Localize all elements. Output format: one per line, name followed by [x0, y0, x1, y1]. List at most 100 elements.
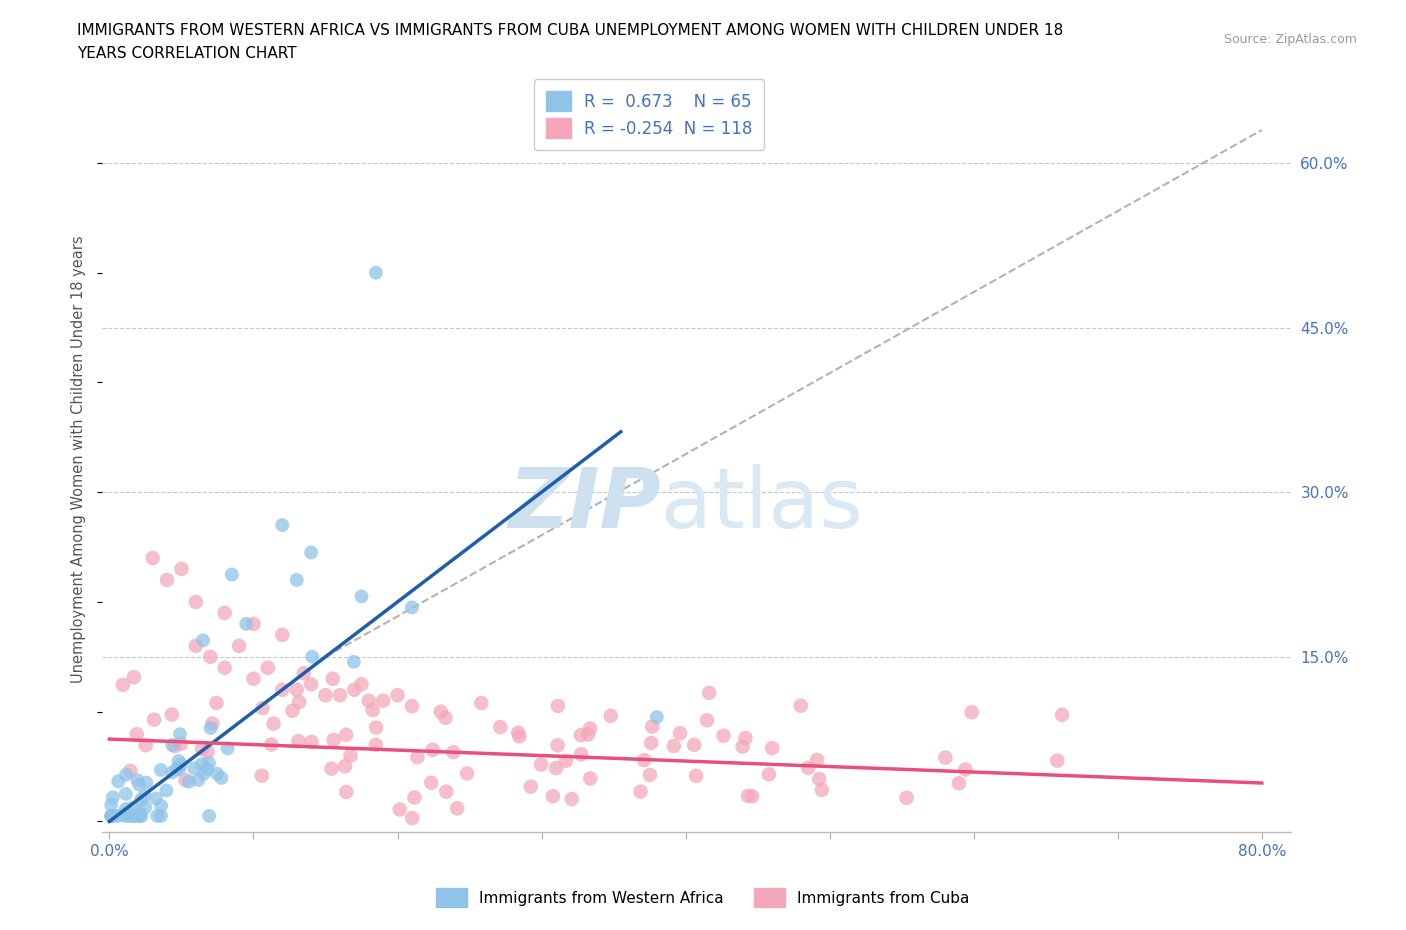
- Point: [638, 767, 661, 782]
- Point: [489, 720, 512, 735]
- Point: [713, 728, 735, 743]
- Point: [541, 789, 564, 804]
- Point: [429, 704, 451, 719]
- Point: [122, 808, 145, 823]
- Point: [184, 594, 207, 609]
- Point: [506, 725, 529, 740]
- Text: ZIP: ZIP: [508, 463, 661, 545]
- Point: [446, 801, 468, 816]
- Point: [195, 762, 218, 777]
- Point: [201, 716, 224, 731]
- Point: [339, 749, 361, 764]
- Point: [271, 628, 294, 643]
- Point: [263, 716, 285, 731]
- Point: [100, 808, 122, 823]
- Point: [456, 766, 478, 781]
- Point: [169, 726, 191, 741]
- Point: [174, 773, 197, 788]
- Point: [292, 666, 315, 681]
- Point: [114, 806, 136, 821]
- Point: [166, 762, 188, 777]
- Point: [134, 789, 156, 804]
- Point: [125, 727, 148, 742]
- Point: [209, 770, 232, 785]
- Point: [107, 774, 129, 789]
- Point: [301, 649, 323, 664]
- Point: [114, 787, 136, 802]
- Point: [761, 740, 783, 755]
- Text: Source: ZipAtlas.com: Source: ZipAtlas.com: [1223, 33, 1357, 46]
- Point: [508, 729, 530, 744]
- Point: [115, 767, 138, 782]
- Point: [191, 633, 214, 648]
- Point: [129, 792, 152, 807]
- Point: [135, 737, 157, 752]
- Point: [630, 784, 652, 799]
- Point: [121, 808, 143, 823]
- Point: [117, 808, 139, 823]
- Point: [252, 700, 274, 715]
- Legend: R =  0.673    N = 65, R = -0.254  N = 118: R = 0.673 N = 65, R = -0.254 N = 118: [534, 79, 763, 150]
- Point: [167, 762, 190, 777]
- Point: [335, 785, 357, 800]
- Point: [364, 720, 387, 735]
- Point: [205, 766, 228, 781]
- Point: [569, 727, 592, 742]
- Point: [127, 773, 149, 788]
- Point: [177, 775, 200, 790]
- Point: [371, 693, 394, 708]
- Point: [145, 790, 167, 805]
- Point: [170, 757, 193, 772]
- Point: [955, 762, 977, 777]
- Point: [579, 721, 602, 736]
- Point: [156, 573, 179, 588]
- Point: [184, 638, 207, 653]
- Point: [122, 808, 145, 823]
- Point: [120, 764, 142, 778]
- Point: [228, 638, 250, 653]
- Point: [288, 695, 311, 710]
- Point: [281, 703, 304, 718]
- Point: [388, 802, 411, 817]
- Point: [135, 776, 157, 790]
- Point: [633, 752, 655, 767]
- Point: [401, 811, 423, 826]
- Point: [357, 693, 380, 708]
- Point: [121, 800, 143, 815]
- Text: IMMIGRANTS FROM WESTERN AFRICA VS IMMIGRANTS FROM CUBA UNEMPLOYMENT AMONG WOMEN : IMMIGRANTS FROM WESTERN AFRICA VS IMMIGR…: [77, 23, 1063, 38]
- Point: [599, 709, 621, 724]
- Point: [198, 808, 221, 823]
- Point: [187, 773, 209, 788]
- Point: [554, 753, 576, 768]
- Point: [696, 712, 718, 727]
- Point: [107, 808, 129, 823]
- Point: [441, 745, 464, 760]
- Point: [299, 545, 322, 560]
- Point: [401, 600, 423, 615]
- Point: [697, 685, 720, 700]
- Legend: Immigrants from Western Africa, Immigrants from Cuba: Immigrants from Western Africa, Immigran…: [430, 883, 976, 913]
- Point: [685, 768, 707, 783]
- Point: [640, 736, 662, 751]
- Point: [285, 683, 308, 698]
- Point: [662, 738, 685, 753]
- Point: [434, 784, 457, 799]
- Point: [329, 688, 352, 703]
- Point: [737, 789, 759, 804]
- Point: [547, 698, 569, 713]
- Point: [350, 589, 373, 604]
- Point: [343, 655, 366, 670]
- Point: [260, 737, 283, 752]
- Point: [100, 798, 122, 813]
- Point: [149, 808, 172, 823]
- Point: [1050, 708, 1073, 723]
- Point: [100, 808, 122, 823]
- Point: [205, 696, 228, 711]
- Point: [361, 703, 384, 718]
- Point: [530, 757, 553, 772]
- Point: [128, 804, 150, 819]
- Point: [125, 808, 148, 823]
- Point: [193, 766, 215, 781]
- Point: [420, 776, 443, 790]
- Point: [200, 721, 222, 736]
